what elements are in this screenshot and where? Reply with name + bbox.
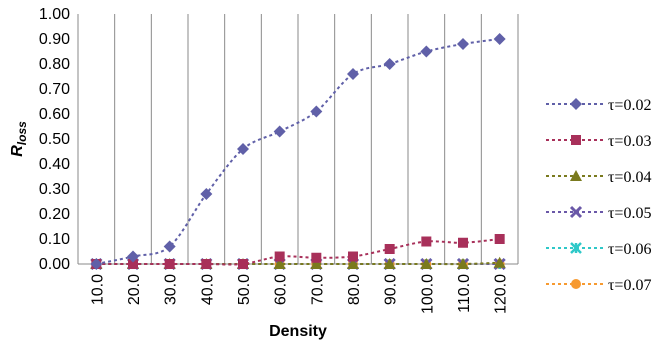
- data-point: [493, 33, 506, 45]
- y-tick-label: 0.70: [39, 81, 70, 98]
- legend-item: τ=0.06: [546, 241, 651, 258]
- data-point: [90, 258, 103, 270]
- y-tick-label: 0.60: [39, 106, 70, 123]
- data-point: [128, 259, 138, 269]
- data-point: [200, 188, 213, 200]
- data-point: [310, 105, 323, 118]
- legend-label: τ=0.06: [608, 241, 651, 258]
- grid-lines: [77, 14, 519, 264]
- legend-label: τ=0.05: [608, 205, 651, 222]
- y-tick-label: 0.00: [39, 256, 70, 273]
- data-point: [493, 256, 506, 268]
- data-point: [457, 258, 469, 269]
- legend-marker: [569, 205, 583, 219]
- x-tick-label: 100.0: [419, 274, 436, 314]
- data-point: [458, 237, 468, 248]
- y-axis-title-subscript: loss: [15, 121, 29, 145]
- legend-item: τ=0.04: [546, 169, 651, 186]
- data-point: [420, 45, 433, 58]
- legend-marker: [571, 279, 581, 289]
- y-tick-label: 1.00: [39, 6, 70, 23]
- data-point: [347, 258, 359, 269]
- data-point: [494, 234, 505, 244]
- x-axis-title: Density: [269, 323, 327, 340]
- legend-marker: [570, 170, 582, 181]
- data-point: [163, 240, 176, 253]
- marker-stroke: [569, 205, 583, 219]
- data-point: [127, 250, 139, 263]
- data-point: [274, 251, 285, 262]
- x-tick-label: 40.0: [199, 274, 216, 305]
- data-point: [310, 258, 323, 269]
- x-tick-label: 10.0: [89, 274, 106, 305]
- x-tick-label: 60.0: [273, 274, 290, 305]
- y-tick-label: 0.10: [39, 231, 70, 248]
- x-tick-label: 50.0: [236, 274, 253, 305]
- legend-label: τ=0.04: [608, 169, 651, 186]
- data-point: [273, 258, 286, 269]
- data-point: [347, 68, 359, 80]
- legend-label: τ=0.02: [608, 97, 651, 114]
- legend-item: τ=0.05: [546, 205, 651, 222]
- y-tick-label: 0.80: [39, 56, 70, 73]
- data-point: [237, 143, 249, 155]
- legend-item: τ=0.03: [546, 133, 651, 150]
- legend-label: τ=0.07: [608, 277, 651, 294]
- data-point: [420, 258, 433, 269]
- y-tick-label: 0.40: [39, 156, 70, 173]
- y-axis-title: Rloss: [9, 121, 29, 157]
- series-1: [90, 33, 506, 270]
- legend-marker: [570, 242, 582, 254]
- axes: 0.00 0.10 0.20 0.30 0.40 0.50 0.60 0.70 0.80 0.90…: [39, 6, 518, 314]
- legend-marker: [571, 135, 581, 145]
- data-point: [164, 259, 175, 269]
- data-point: [201, 259, 212, 269]
- data-point: [273, 125, 286, 138]
- data-point: [383, 258, 396, 269]
- data-point: [311, 252, 322, 263]
- data-point: [348, 251, 358, 262]
- legend: τ=0.02 τ=0.03 τ=0.04 τ=0.05 τ=0.06 τ=0.07: [546, 97, 651, 294]
- y-axis-title-main: R: [9, 145, 26, 157]
- y-tick-label: 0.20: [39, 206, 70, 223]
- y-tick-label: 0.90: [39, 31, 70, 48]
- legend-item: τ=0.07: [546, 277, 651, 294]
- x-tick-label: 30.0: [163, 274, 180, 305]
- data-point: [457, 38, 469, 50]
- x-tick-label: 110.0: [456, 274, 473, 313]
- data-point: [384, 244, 395, 254]
- x-tick-label: 90.0: [383, 274, 400, 305]
- series-plot-area: [90, 33, 506, 271]
- data-point: [421, 236, 432, 247]
- data-point: [383, 58, 396, 70]
- x-tick-label: 120.0: [493, 274, 510, 314]
- legend-marker: [570, 98, 582, 110]
- y-tick-label: 0.30: [39, 181, 70, 198]
- legend-label: τ=0.03: [608, 133, 651, 150]
- x-tick-label: 20.0: [126, 274, 143, 305]
- x-tick-label: 70.0: [309, 274, 326, 305]
- x-tick-label: 80.0: [346, 274, 363, 305]
- data-point: [238, 259, 248, 269]
- y-tick-label: 0.50: [39, 131, 70, 148]
- legend-item: τ=0.02: [546, 97, 651, 114]
